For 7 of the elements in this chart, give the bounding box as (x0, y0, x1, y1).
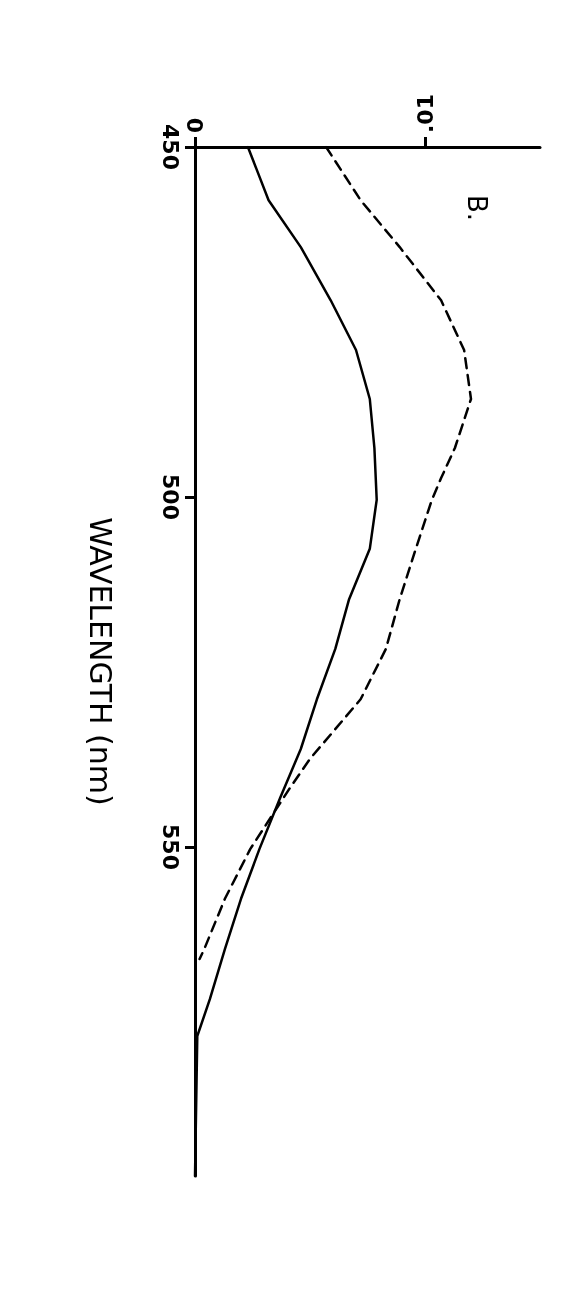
y-tick-label: 550 (157, 824, 183, 870)
y-tick-label: 500 (157, 474, 183, 520)
y-tick-label: 450 (157, 124, 183, 170)
x-tick-label: 0 (182, 117, 208, 133)
y-axis-title: WAVELENGTH (nm) (82, 517, 118, 806)
annotation: B. (462, 195, 492, 222)
x-tick-label: .01 (412, 94, 438, 133)
